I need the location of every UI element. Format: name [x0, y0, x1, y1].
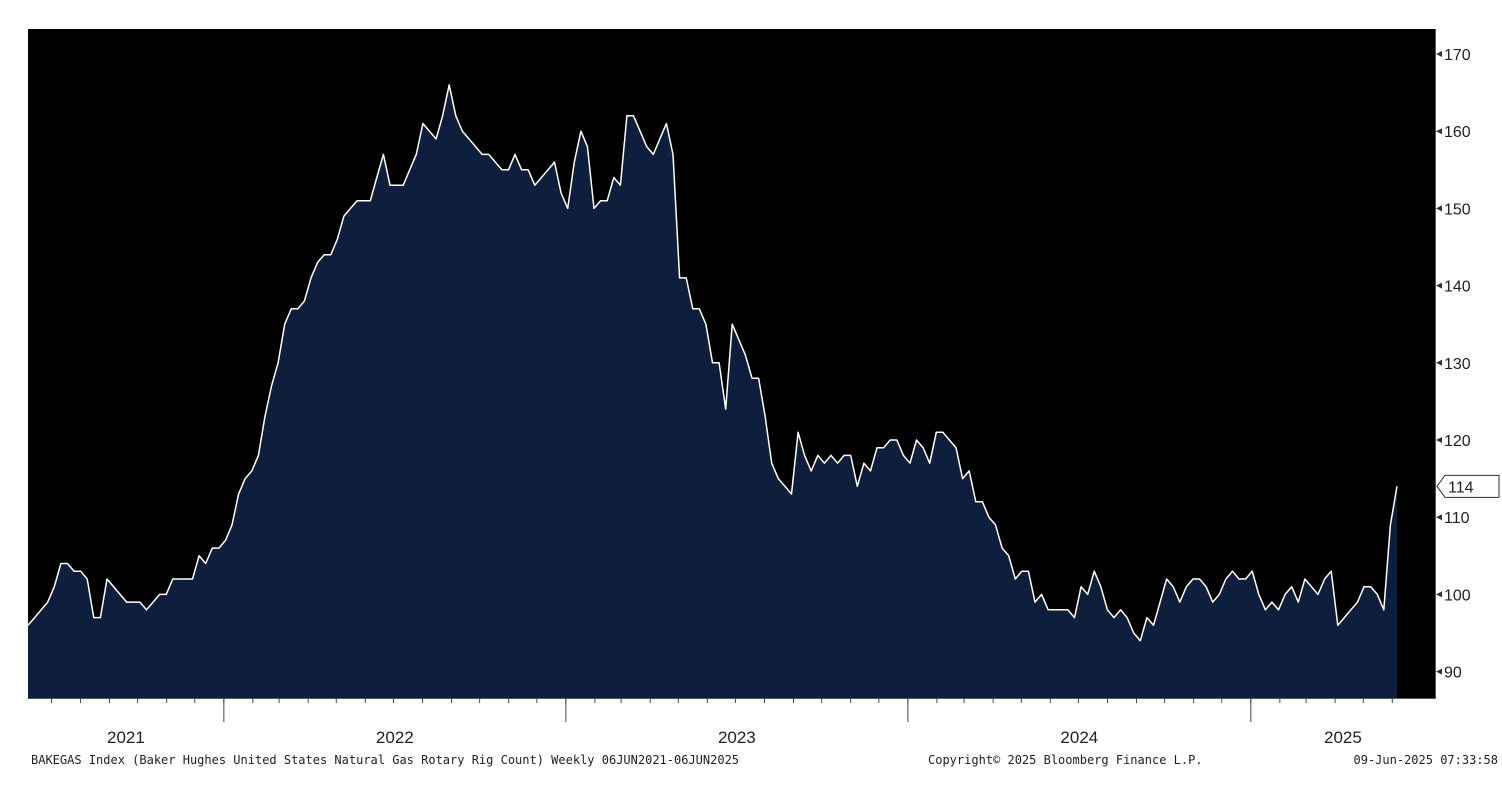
y-tick [1436, 591, 1442, 598]
y-axis [1435, 29, 1502, 699]
y-tick [1436, 51, 1442, 57]
y-tick [1436, 359, 1442, 366]
y-tick [1436, 282, 1442, 289]
y-tick [1436, 437, 1442, 443]
y-tick-label: 170 [1444, 47, 1471, 64]
y-tick [1436, 205, 1442, 212]
y-tick-label: 130 [1444, 356, 1471, 373]
y-tick-label: 160 [1444, 124, 1471, 141]
x-year-label: 2021 [107, 728, 145, 747]
x-year-label: 2025 [1324, 728, 1362, 747]
x-year-label: 2023 [718, 728, 756, 747]
y-tick-label: 100 [1444, 587, 1471, 604]
y-tick-label: 110 [1444, 510, 1470, 527]
last-value-label: 114 [1448, 479, 1474, 496]
y-tick-label: 150 [1444, 201, 1471, 218]
y-tick-label: 120 [1444, 433, 1471, 450]
chart-svg: 90 100 110 120 130 140 150 160 170 114 2021 2022 202… [27, 29, 1500, 747]
footer-timestamp: 09-Jun-2025 07:33:58 [1353, 753, 1499, 767]
footer-description: BAKEGAS Index (Baker Hughes United State… [31, 753, 740, 767]
series-line [27, 84, 1398, 642]
y-tick [1436, 128, 1442, 135]
y-tick-label: 90 [1444, 665, 1462, 682]
chart-footer: BAKEGAS Index (Baker Hughes United State… [0, 751, 1502, 773]
series-area [28, 84, 1397, 698]
y-tick-label: 140 [1444, 279, 1471, 296]
footer-copyright: Copyright© 2025 Bloomberg Finance L.P. [928, 753, 1203, 767]
y-tick [1436, 668, 1442, 675]
x-year-label: 2022 [376, 728, 414, 747]
x-year-label: 2024 [1060, 728, 1098, 747]
x-axis [28, 699, 1435, 749]
last-value-marker [1436, 474, 1500, 498]
y-tick [1436, 514, 1442, 521]
